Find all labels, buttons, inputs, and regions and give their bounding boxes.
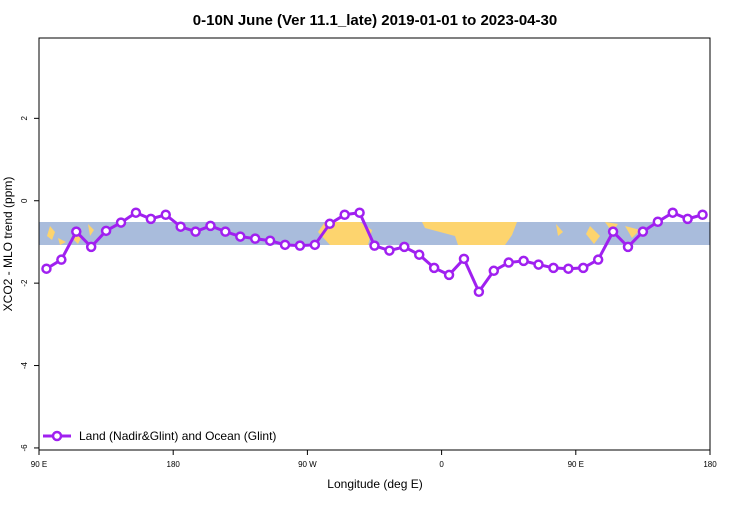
data-point (235, 231, 246, 242)
y-tick-label: 2 (20, 116, 29, 121)
data-point (100, 225, 112, 237)
data-point (354, 207, 365, 218)
data-point (488, 265, 500, 277)
land (422, 222, 517, 245)
data-point (578, 262, 589, 274)
data-point (85, 241, 97, 253)
data-point (413, 249, 425, 260)
data-point (399, 241, 410, 253)
x-axis-label: Longitude (deg E) (327, 477, 422, 491)
data-point (592, 254, 604, 265)
data-point (518, 255, 529, 267)
data-point (682, 213, 693, 225)
data-point (324, 218, 336, 230)
x-tick-label: 0 (439, 460, 444, 469)
data-point (533, 259, 544, 270)
land (47, 224, 94, 245)
y-tick-label: 0 (20, 198, 29, 203)
y-axis-label: XCO2 - MLO trend (ppm) (1, 177, 15, 312)
x-tick-label: 90 E (31, 460, 47, 469)
data-point (369, 240, 380, 251)
data-point (249, 233, 261, 244)
chart-title: 0-10N June (Ver 11.1_late) 2019-01-01 to… (193, 12, 557, 29)
legend-label: Land (Nadir&Glint) and Ocean (Glint) (79, 429, 276, 443)
data-point (443, 269, 455, 281)
data-point (697, 209, 708, 220)
data-point (548, 262, 559, 274)
data-point (71, 226, 82, 237)
x-tick-label: 90 W (298, 460, 317, 469)
data-point (160, 209, 171, 220)
legend-marker (51, 430, 63, 442)
data-point (607, 226, 619, 237)
data-point (56, 254, 67, 265)
y-tick-label: -4 (20, 361, 29, 369)
plot-frame (38, 37, 711, 451)
data-point (384, 245, 395, 256)
data-point (205, 220, 216, 232)
data-point (279, 239, 291, 251)
data-point (339, 209, 350, 220)
data-point (637, 226, 649, 237)
x-tick-label: 180 (703, 460, 717, 469)
y-tick-label: -2 (20, 279, 29, 287)
data-point (115, 217, 127, 228)
data-point (220, 226, 231, 237)
x-tick-label: 90 E (568, 460, 584, 469)
data-point (264, 235, 276, 246)
y-tick-label: -6 (20, 444, 29, 452)
data-point (175, 221, 186, 232)
data-point (652, 216, 664, 228)
data-point (563, 263, 574, 274)
data-point (667, 207, 678, 218)
data-point (41, 263, 52, 274)
data-point (428, 262, 440, 274)
data-point (145, 213, 157, 225)
data-point (190, 226, 201, 237)
data-point (473, 286, 485, 298)
data-point (458, 253, 470, 265)
data-point (309, 239, 321, 251)
data-point (130, 207, 142, 218)
x-tick-label: 180 (167, 460, 181, 469)
data-point (294, 240, 306, 251)
data-point (503, 257, 514, 268)
data-point (622, 241, 634, 253)
